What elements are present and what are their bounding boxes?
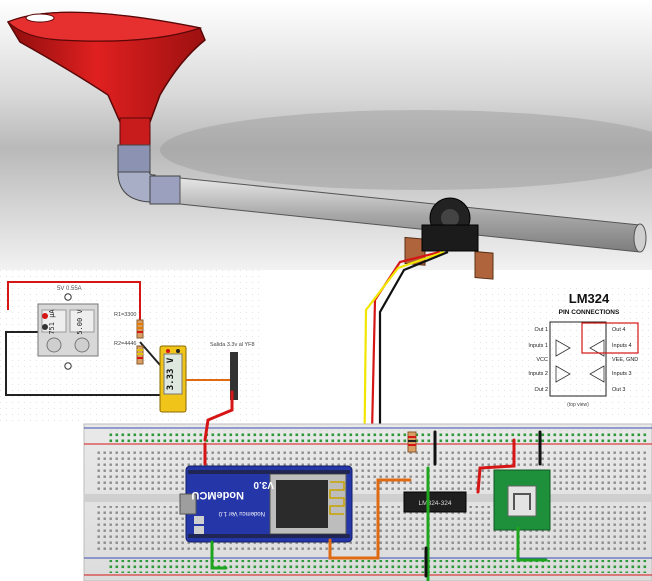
ic-chip-lm324: LM324-324 [403, 491, 467, 513]
center-channel [84, 494, 652, 502]
output-header: Salida 3.3v al YF8 [210, 342, 255, 400]
breadboard [83, 423, 652, 581]
power-supply-label: 5V 0.55A [57, 286, 82, 292]
wire-red-power [203, 390, 234, 442]
ic-chip-label: LM324-324 [419, 500, 452, 507]
funnel [6, 11, 206, 149]
pipe [117, 144, 647, 280]
circuit-panel: 751 µA 5.00 V 5V 0.55A R1=3300 R2=4446 [0, 270, 262, 422]
wire-orange-adc [328, 478, 412, 560]
rail-top-holes [108, 430, 648, 443]
pin-vee-gnd: VEE, GND [612, 357, 638, 363]
resistor-r2: R2=4446 [114, 341, 144, 365]
breadboard-resistor [407, 431, 417, 453]
flow-sensor [421, 197, 479, 252]
wire-green-gnd [210, 540, 228, 570]
pin-inputs-4: Inputs 4 [612, 343, 632, 349]
pin-out-2: Out 2 [535, 387, 548, 393]
resistor-r1-label: R1=3300 [114, 312, 136, 318]
multimeter-reading: 3.33 V [166, 357, 176, 390]
power-supply-current: 751 µA [48, 309, 56, 335]
datasheet-left-pins: Out 1 Inputs 1 VCC Inputs 2 Out 2 [528, 327, 548, 393]
terminal-upper-holes [96, 450, 648, 490]
render-shadow [160, 110, 652, 190]
datasheet-right-pins: Out 4 Inputs 4 VEE, GND Inputs 3 Out 3 [612, 327, 638, 393]
resistor-r2-label: R2=4446 [114, 341, 136, 347]
render-3d [0, 0, 652, 280]
terminal-lower-holes [96, 506, 648, 550]
breadboard-wires [203, 390, 548, 581]
circuit-wire-black [5, 331, 160, 396]
wire-black-sensor [378, 250, 449, 432]
pin-out-1: Out 1 [535, 327, 548, 333]
wire-red-sensor [370, 250, 441, 433]
multimeter: 3.33 V [159, 345, 187, 413]
nodemcu-board: NodeMCU V3.0 Nodemcu Ver 1.0 [179, 465, 353, 543]
funnel-rim-slot [25, 13, 55, 23]
nodemcu-version: V3.0 [253, 479, 274, 490]
datasheet-panel: LM324 PIN CONNECTIONS Out 1 Inputs 1 VCC… [472, 284, 652, 416]
rail-bottom-holes [108, 560, 648, 573]
circuit-wire-red [7, 281, 141, 320]
usb-port [179, 493, 197, 515]
green-module [493, 469, 551, 531]
pin-inputs-3: Inputs 3 [612, 371, 632, 377]
nodemcu-title: NodeMCU [191, 489, 244, 501]
datasheet-view-label: (top view) [567, 402, 589, 408]
output-label: Salida 3.3v al YF8 [210, 342, 255, 348]
power-supply-voltage: 5.00 V [76, 309, 84, 335]
pin-vcc: VCC [536, 357, 548, 363]
nodemcu-pin-note: Nodemcu Ver 1.0 [218, 510, 265, 516]
datasheet-subtitle: PIN CONNECTIONS [559, 309, 620, 316]
resistor-r1: R1=3300 [114, 312, 144, 339]
datasheet-title: LM324 [569, 291, 610, 306]
pin-inputs-1: Inputs 1 [528, 343, 548, 349]
power-supply: 751 µA 5.00 V 5V 0.55A [37, 286, 99, 357]
pin-out-3: Out 3 [612, 387, 625, 393]
pin-out-4: Out 4 [612, 327, 625, 333]
datasheet-highlight [581, 322, 639, 354]
wire-red-module [476, 438, 516, 494]
wire-green-right [516, 526, 548, 562]
pin-inputs-2: Inputs 2 [528, 371, 548, 377]
